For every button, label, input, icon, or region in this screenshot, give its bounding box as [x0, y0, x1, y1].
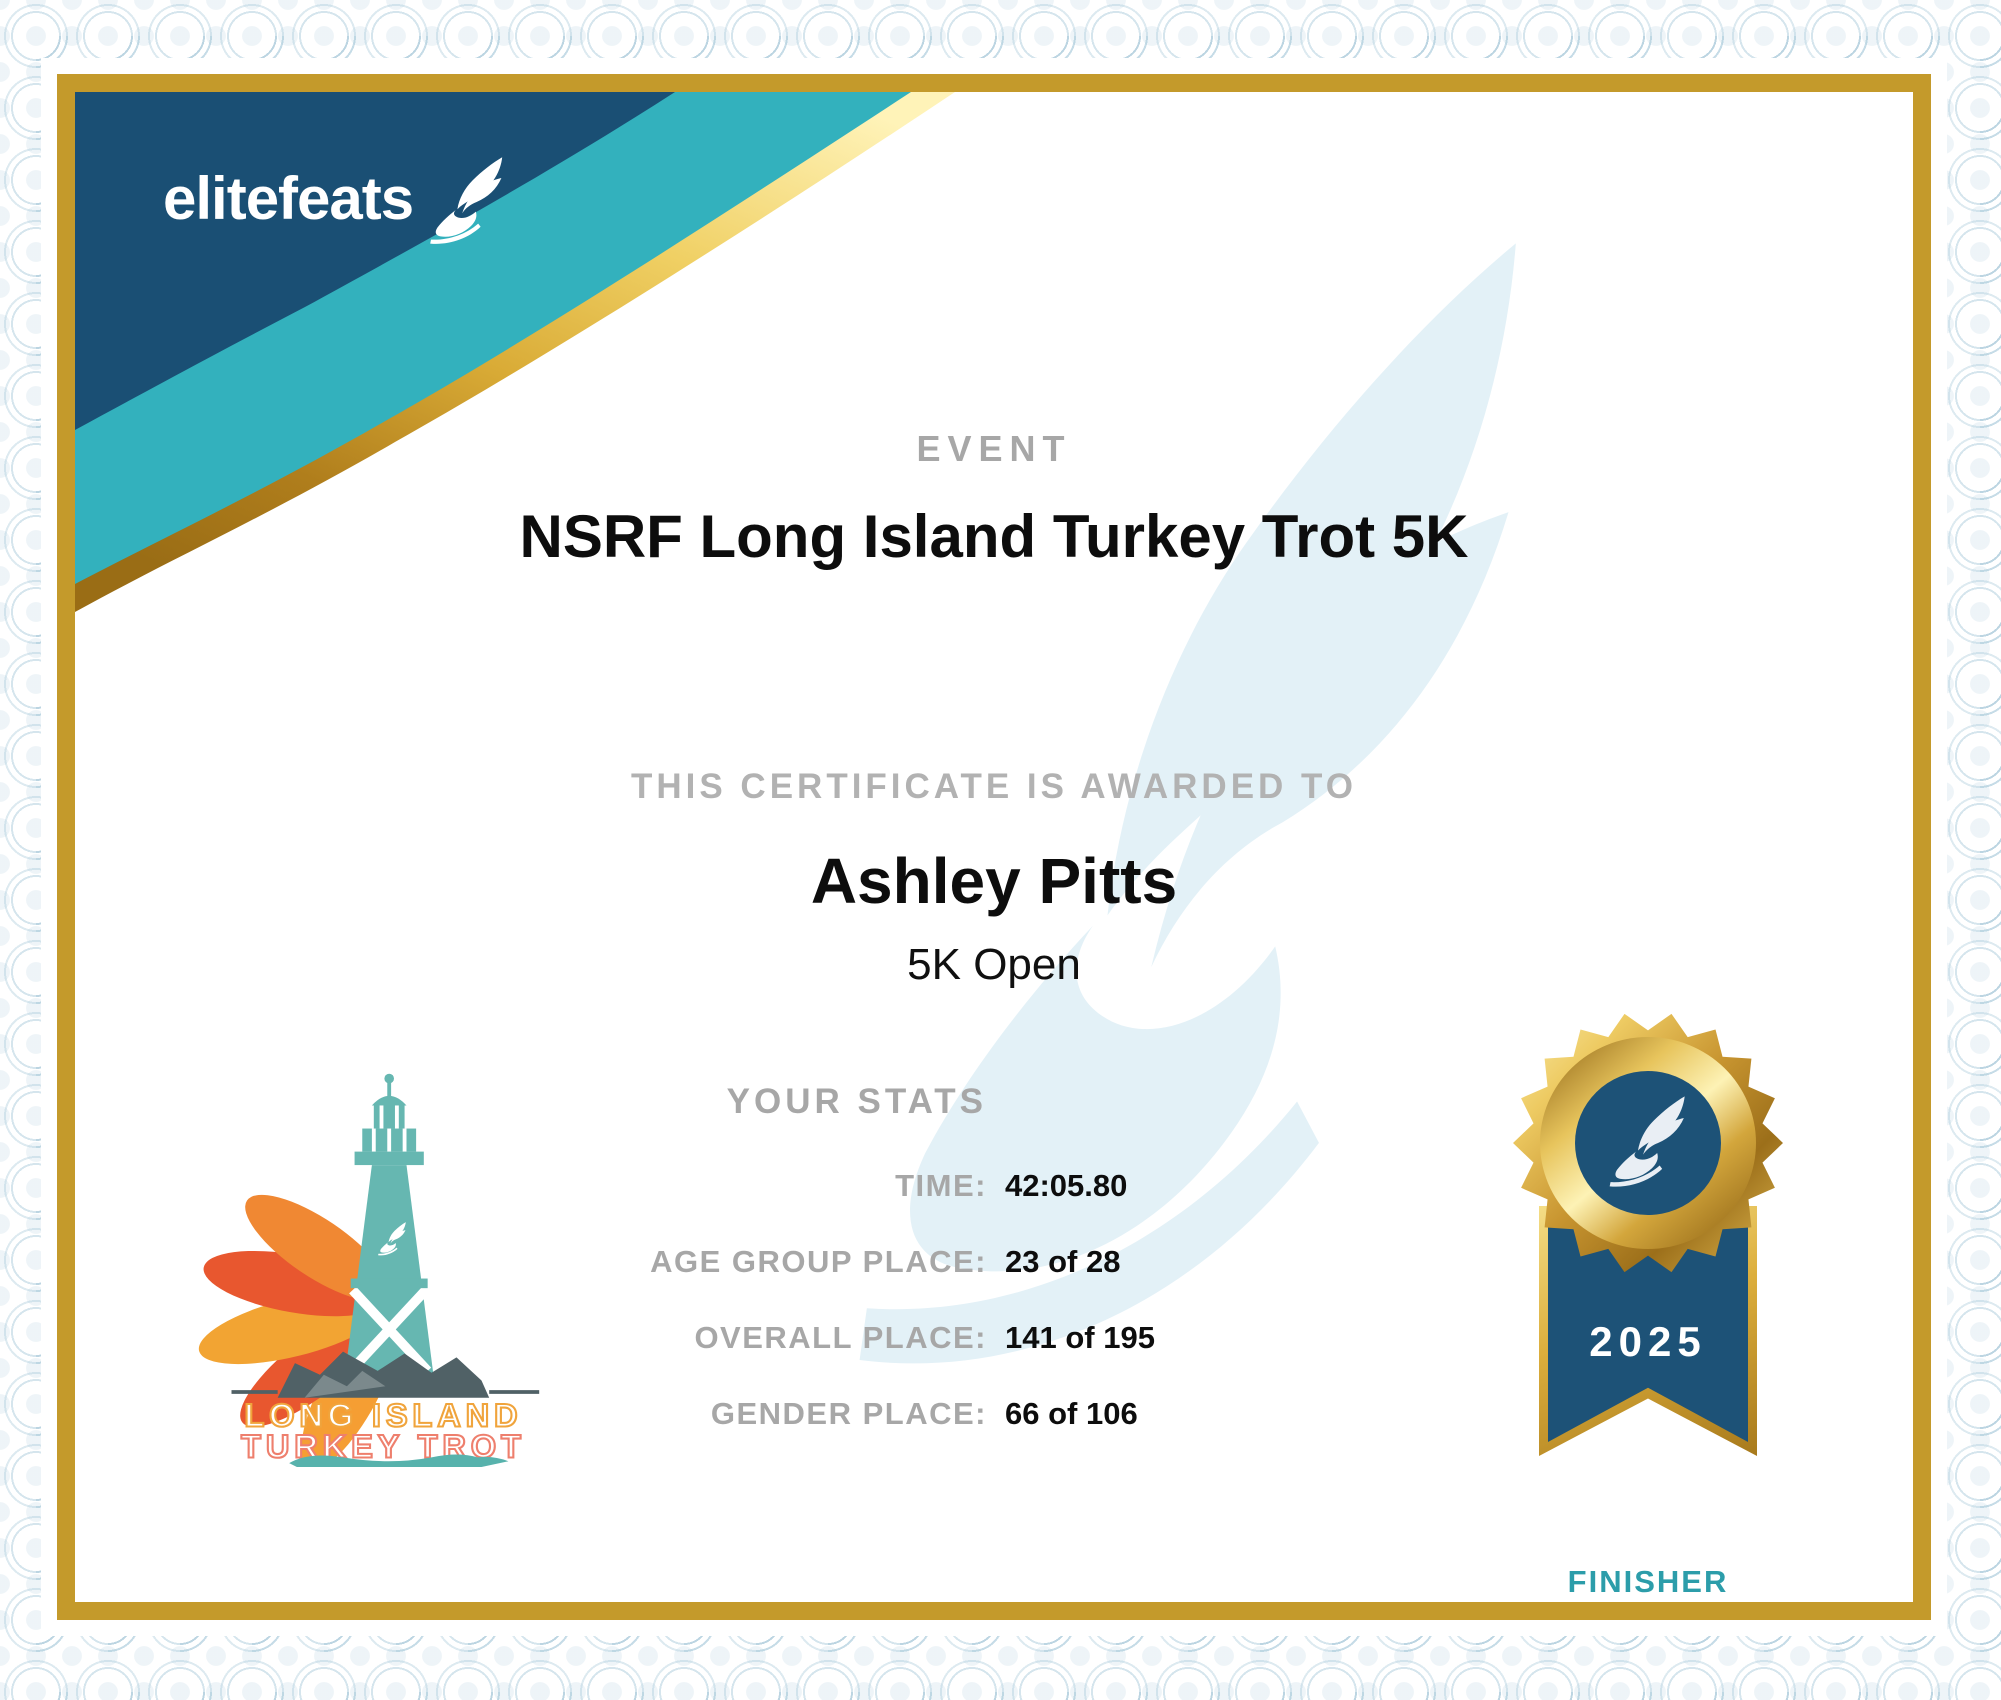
certificate-content: elitefeats EVENT NSRF Long Island Turkey… — [75, 92, 1913, 1602]
lighthouse — [344, 1073, 434, 1375]
finisher-label-line2: CERTIFICATE — [1513, 1600, 1783, 1602]
stats-heading: YOUR STATS — [726, 1082, 987, 1121]
stat-label-age-group-place: AGE GROUP PLACE: — [650, 1244, 987, 1279]
logo-line1: LONG ISLAND — [244, 1397, 522, 1434]
stat-value-age-group-place: 23 of 28 — [1005, 1244, 1121, 1279]
winged-foot-icon — [1609, 1096, 1685, 1187]
division-name: 5K Open — [907, 940, 1081, 989]
awarded-label: THIS CERTIFICATE IS AWARDED TO — [630, 767, 1358, 806]
winged-foot-icon — [430, 157, 503, 244]
medal-center — [1575, 1071, 1721, 1215]
finisher-label-line1: FINISHER — [1567, 1564, 1729, 1599]
brand-name: elitefeats — [163, 164, 414, 232]
stats-table: TIME: 42:05.80 AGE GROUP PLACE: 23 of 28… — [299, 1168, 1699, 1432]
long-island-map — [289, 1454, 509, 1467]
stat-label-overall-place: OVERALL PLACE: — [694, 1320, 987, 1355]
event-label: EVENT — [916, 428, 1072, 469]
recipient-name: Ashley Pitts — [810, 845, 1178, 917]
rocks — [231, 1351, 540, 1398]
header-curves — [75, 92, 955, 612]
turkey-trot-logo: LONG ISLAND TURKEY TROT — [198, 1073, 540, 1467]
certificate-frame: elitefeats EVENT NSRF Long Island Turkey… — [57, 74, 1931, 1620]
stat-value-gender-place: 66 of 106 — [1005, 1396, 1138, 1431]
stat-value-time: 42:05.80 — [1005, 1168, 1128, 1203]
stat-label-time: TIME: — [895, 1168, 987, 1203]
event-name: NSRF Long Island Turkey Trot 5K — [519, 503, 1469, 570]
brand-logo: elitefeats — [163, 144, 515, 252]
stat-label-gender-place: GENDER PLACE: — [710, 1396, 987, 1431]
medal-year: 2025 — [1589, 1318, 1707, 1365]
finisher-medal: 2025 FINISHER CERTIFICATE — [1513, 1012, 1783, 1602]
stat-value-overall-place: 141 of 195 — [1005, 1320, 1155, 1355]
